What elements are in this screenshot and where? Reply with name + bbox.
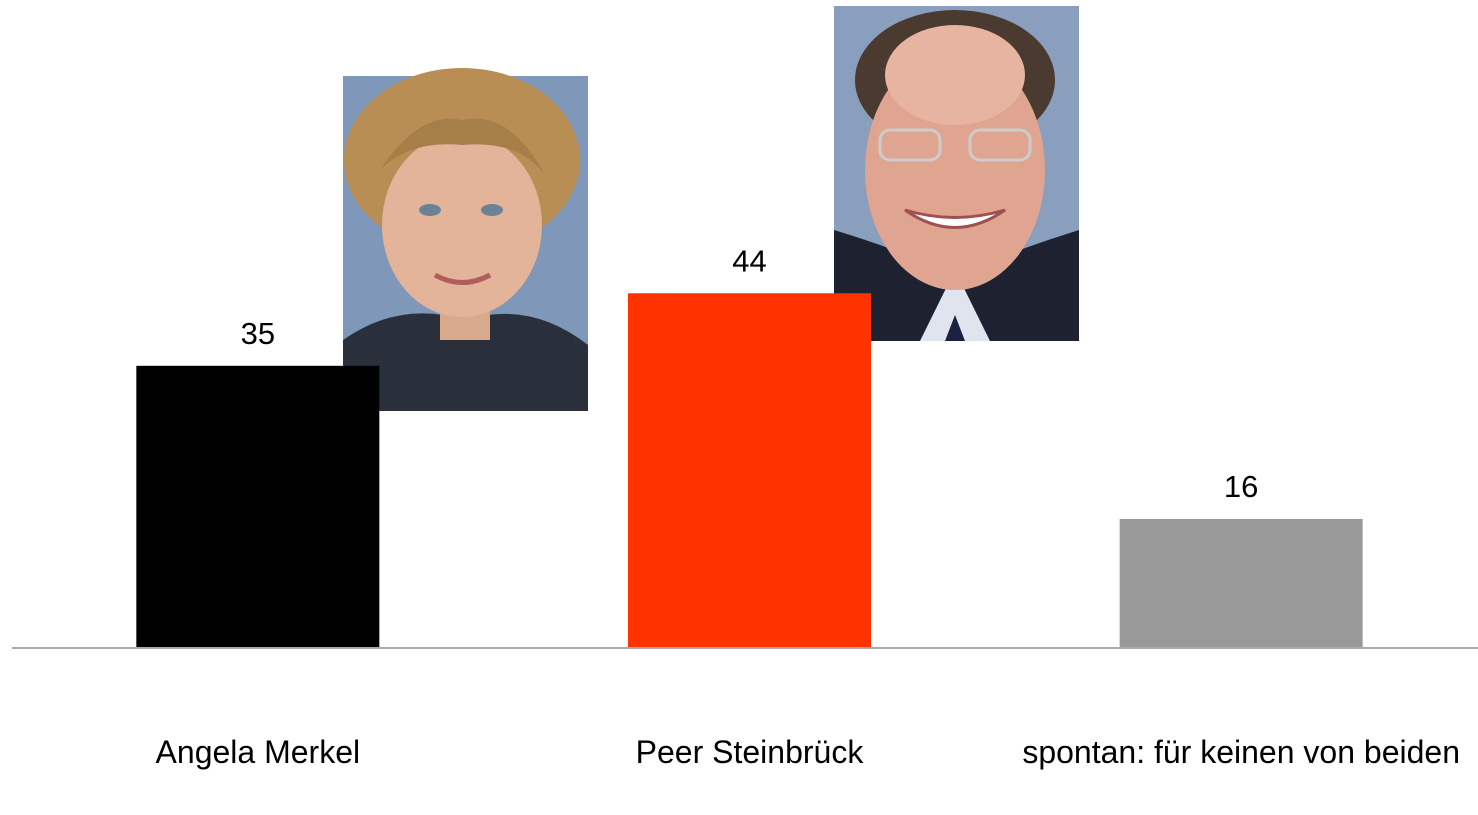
x-tick-label: spontan: für keinen von beiden [1022, 734, 1460, 770]
bar [1119, 519, 1363, 648]
value-label: 35 [241, 316, 275, 351]
value-label: 16 [1224, 469, 1258, 504]
x-tick-label: Peer Steinbrück [635, 734, 864, 770]
bar [136, 365, 380, 648]
bar [628, 293, 871, 648]
photo-steinbrueck [834, 6, 1079, 341]
x-tick-label: Angela Merkel [155, 734, 361, 770]
photo-merkel [343, 68, 588, 411]
value-label: 44 [732, 243, 766, 278]
